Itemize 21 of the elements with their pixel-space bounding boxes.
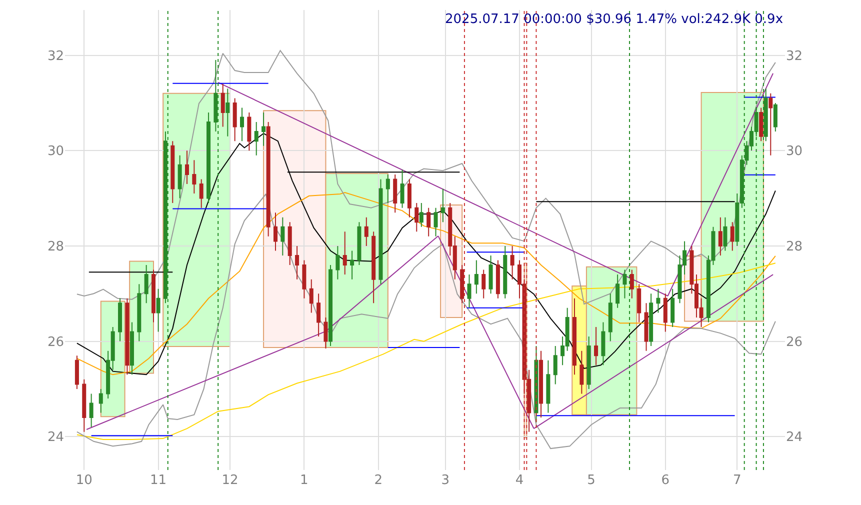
x-tick-label: 5	[587, 473, 596, 488]
y2-tick-label: 30	[786, 144, 803, 160]
x-tick-label: 1	[300, 473, 308, 488]
x-tick-label: 12	[222, 473, 238, 488]
x-tick-label: 7	[733, 473, 742, 488]
y-tick-label: 32	[47, 48, 64, 64]
x-tick-label: 3	[441, 473, 450, 488]
x-tick-label: 4	[515, 473, 524, 488]
y-tick-label: 28	[47, 240, 64, 255]
x-tick-label: 10	[76, 473, 92, 488]
y2-tick-label: 24	[786, 430, 803, 446]
x-tick-label: 11	[150, 473, 167, 488]
annotation: 2025.07.17 00:00:00 $30.96 1.47% vol:242.9K 0.9x	[445, 12, 784, 27]
x-tick-label: 2	[374, 473, 382, 488]
y2-tick-label: 28	[786, 240, 803, 255]
y2-tick-label: 32	[786, 48, 803, 64]
y-tick-label: 30	[47, 144, 64, 160]
y-tick-label: 24	[47, 430, 64, 446]
x-tick-label: 6	[661, 473, 670, 488]
y-tick-label: 26	[47, 334, 64, 350]
y2-tick-label: 26	[786, 334, 803, 350]
